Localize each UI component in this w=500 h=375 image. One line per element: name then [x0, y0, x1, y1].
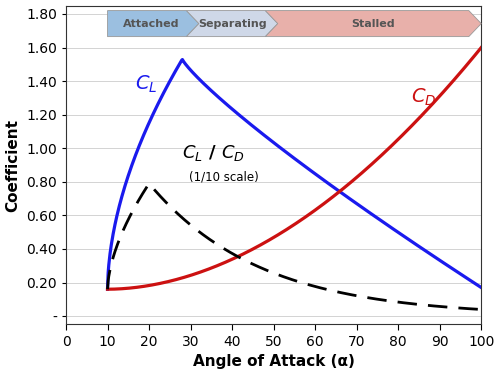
Text: $\mathit{C_L}$: $\mathit{C_L}$ [134, 74, 157, 95]
Polygon shape [266, 10, 482, 37]
Y-axis label: Coefficient: Coefficient [6, 118, 20, 211]
Text: (1/10 scale): (1/10 scale) [188, 170, 258, 183]
Text: $\mathit{C_L}$ / $\mathit{C_D}$: $\mathit{C_L}$ / $\mathit{C_D}$ [182, 143, 245, 163]
Text: $\mathit{C_D}$: $\mathit{C_D}$ [410, 87, 436, 108]
Text: Separating: Separating [198, 19, 266, 28]
Text: Stalled: Stalled [352, 19, 395, 28]
Text: Attached: Attached [123, 19, 180, 28]
Polygon shape [186, 10, 278, 37]
Polygon shape [108, 10, 199, 37]
X-axis label: Angle of Attack (α): Angle of Attack (α) [192, 354, 354, 369]
